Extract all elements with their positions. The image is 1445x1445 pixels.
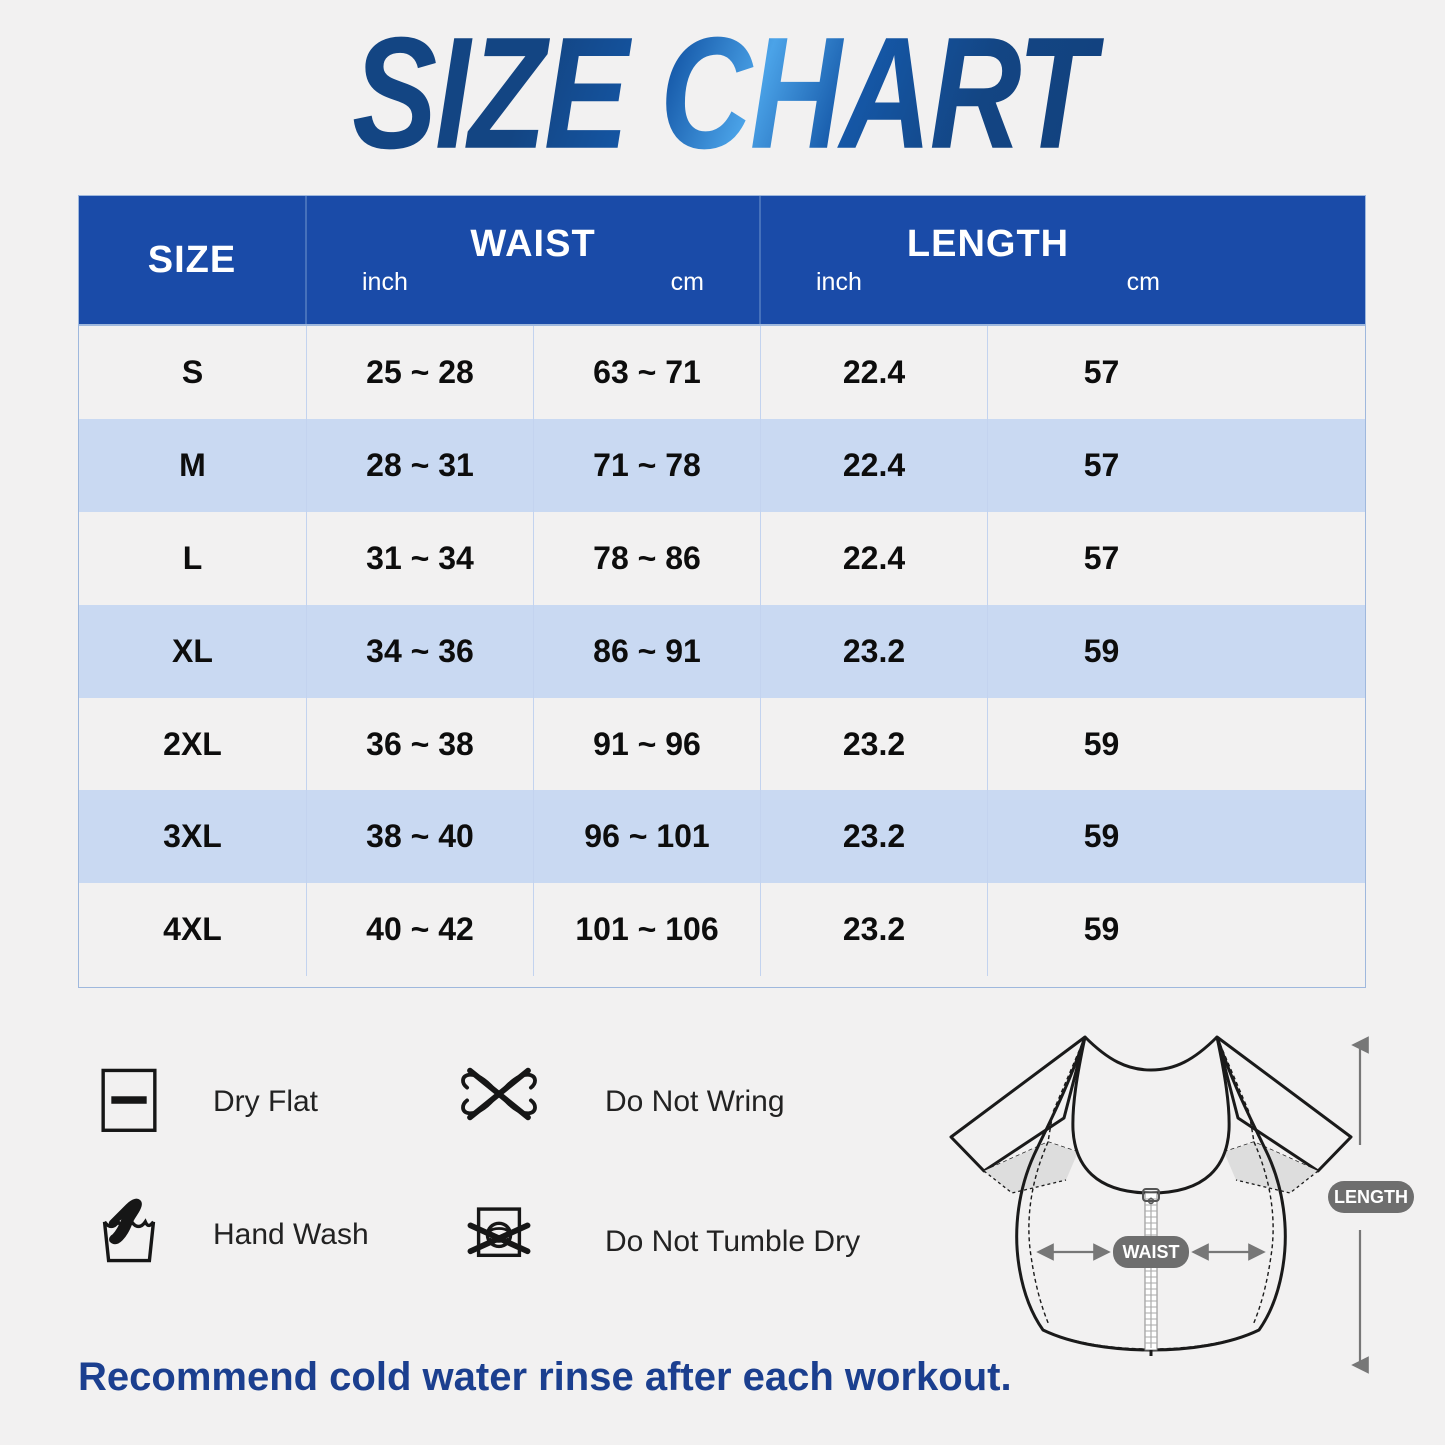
svg-text:LENGTH: LENGTH: [1334, 1187, 1408, 1207]
svg-text:WAIST: WAIST: [1123, 1242, 1180, 1262]
